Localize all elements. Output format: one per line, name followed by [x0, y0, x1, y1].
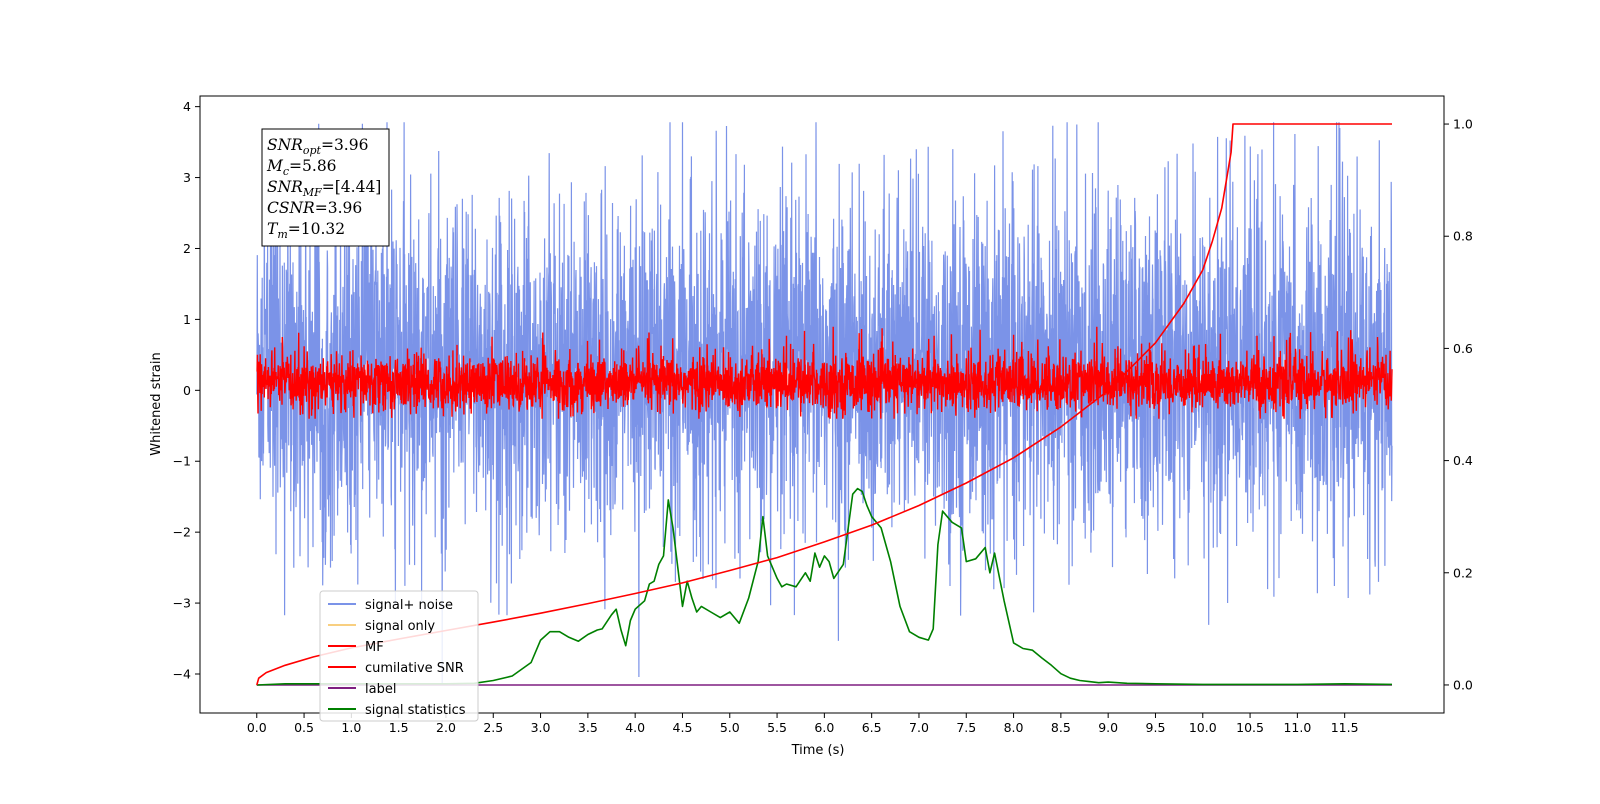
legend-label-cumulative-snr: cumilative SNR [365, 661, 464, 676]
y-tick-label: 0 [183, 383, 191, 398]
annotation-snr-mf: SNRMF=[4.44] [267, 178, 381, 199]
x-tick-label: 8.0 [1004, 720, 1024, 735]
x-tick-label: 1.5 [389, 720, 409, 735]
x-tick-label: 2.5 [483, 720, 503, 735]
x-tick-label: 11.0 [1283, 720, 1311, 735]
annotation-csnr: CSNR=3.96 [267, 199, 362, 217]
legend-label-signal-only: signal only [365, 619, 435, 634]
x-tick-label: 3.0 [531, 720, 551, 735]
series-signal-statistics [256, 487, 1393, 686]
x-axis: 0.0 0.5 1.0 1.5 2.0 2.5 3.0 3.5 4.0 4.5 5.0 5.5 6.0 6… [247, 713, 1359, 735]
x-tick-label: 5.0 [720, 720, 740, 735]
y2-tick-label: 0.6 [1453, 341, 1473, 356]
x-axis-label: Time (s) [791, 743, 845, 758]
y-axis-left: 4 3 2 1 0 −1 −2 −3 −4 [173, 99, 200, 681]
y-axis-label: Whitened strain [149, 352, 164, 455]
x-tick-label: 6.5 [862, 720, 882, 735]
x-tick-label: 4.0 [625, 720, 645, 735]
annotation-tm: Tm=10.32 [267, 220, 345, 241]
legend-frame [319, 590, 479, 722]
x-tick-label: 3.5 [578, 720, 598, 735]
y-tick-label: −1 [173, 454, 191, 469]
legend-label-label: label [365, 682, 396, 697]
y-tick-label: 2 [183, 241, 191, 256]
x-tick-label: 8.5 [1051, 720, 1071, 735]
y-tick-label: 4 [183, 99, 191, 114]
annotation-mc: Mc=5.86 [266, 157, 337, 178]
y-tick-label: 3 [183, 170, 191, 185]
x-tick-label: 5.5 [767, 720, 787, 735]
x-tick-label: 0.0 [247, 720, 267, 735]
series-mf [256, 326, 1393, 419]
x-tick-label: 6.0 [814, 720, 834, 735]
y2-tick-label: 1.0 [1453, 117, 1473, 132]
x-tick-label: 4.5 [673, 720, 693, 735]
x-tick-label: 7.0 [909, 720, 929, 735]
y-axis-right: 1.0 0.8 0.6 0.4 0.2 0.0 [1444, 117, 1473, 692]
x-tick-label: 11.5 [1331, 720, 1359, 735]
x-tick-label: 1.0 [341, 720, 361, 735]
y-tick-label: −3 [173, 596, 191, 611]
annotation-snr-opt: SNRopt=3.96 [267, 136, 368, 157]
x-tick-label: 10.0 [1189, 720, 1217, 735]
y2-tick-label: 0.4 [1453, 453, 1473, 468]
y-tick-label: −4 [173, 666, 191, 681]
x-tick-label: 7.5 [956, 720, 976, 735]
plot-area-frame [199, 95, 1445, 714]
y-tick-label: −2 [173, 525, 191, 540]
x-tick-label: 9.0 [1098, 720, 1118, 735]
y2-tick-label: 0.0 [1453, 677, 1473, 692]
x-tick-label: 10.5 [1236, 720, 1264, 735]
legend-label-signal-noise: signal+ noise [365, 598, 453, 613]
legend-label-signal-statistics: signal statistics [365, 703, 466, 718]
y2-tick-label: 0.2 [1453, 565, 1473, 580]
legend-label-mf: MF [365, 640, 384, 655]
y2-tick-label: 0.8 [1453, 229, 1473, 244]
annotation-box: SNRopt=3.96 Mc=5.86 SNRMF=[4.44] CSNR=3.… [261, 128, 390, 247]
legend: signal+ noise signal only MF cumilative … [319, 590, 479, 722]
x-tick-label: 9.5 [1146, 720, 1166, 735]
x-tick-label: 2.0 [436, 720, 456, 735]
y-tick-label: 1 [183, 312, 191, 327]
x-tick-label: 0.5 [294, 720, 314, 735]
